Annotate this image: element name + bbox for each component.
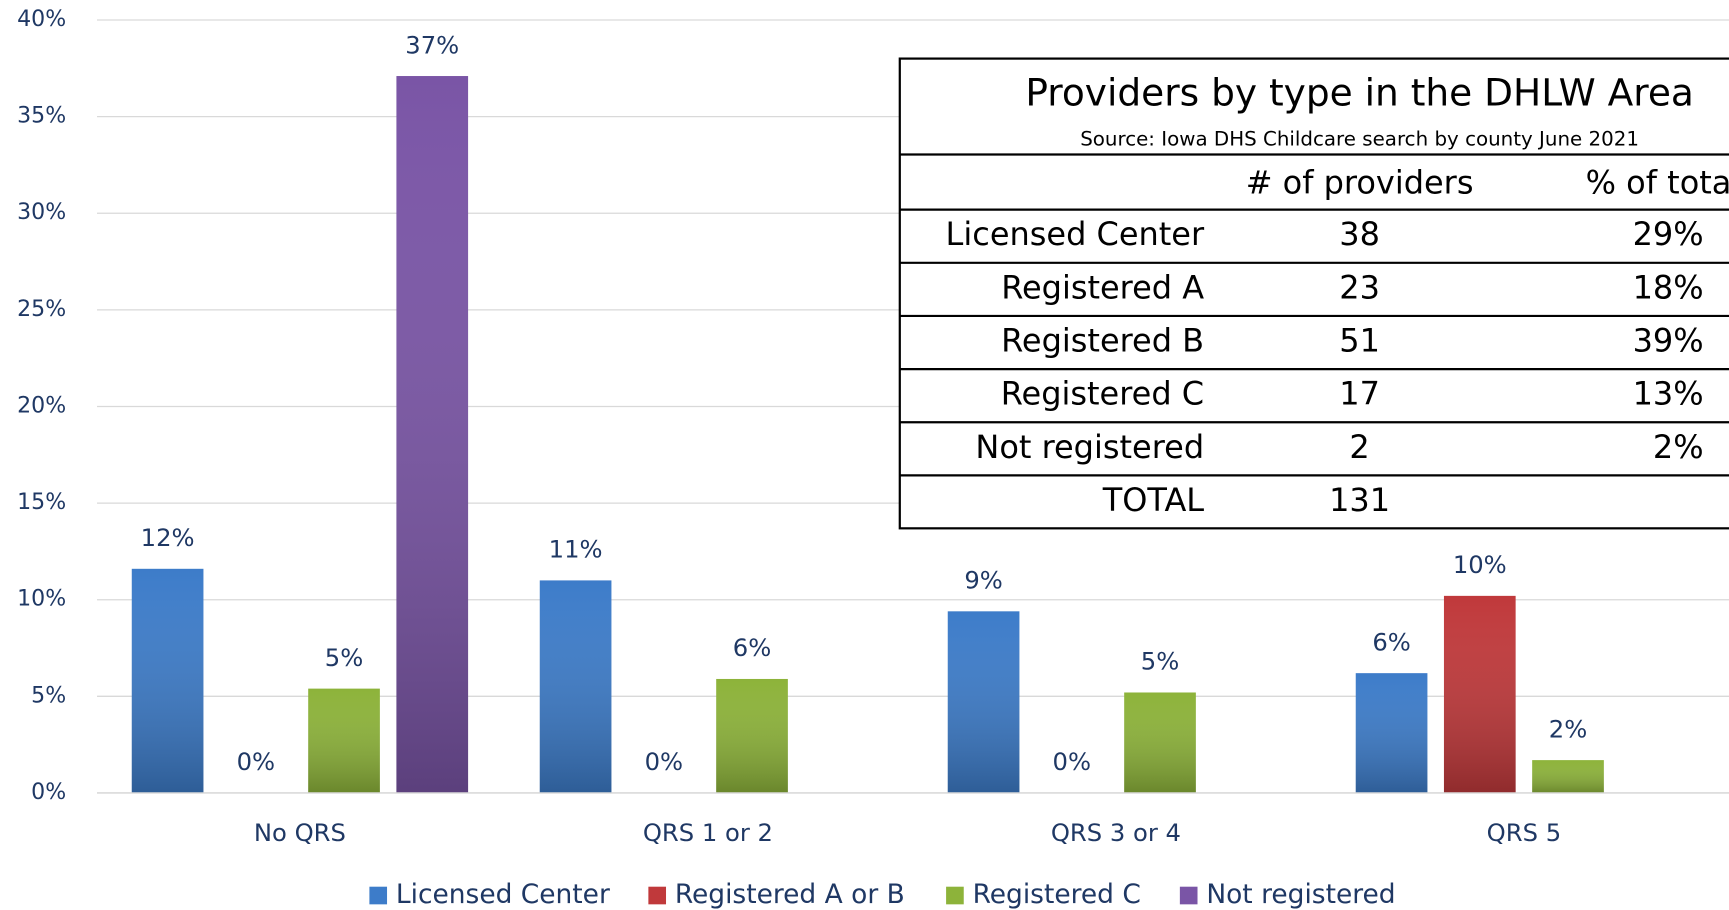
data-label: 9% <box>964 566 1002 595</box>
bar-shade <box>396 76 469 793</box>
data-label: 2% <box>1549 714 1587 743</box>
table-cell: 51 <box>1339 322 1380 360</box>
legend-label: Registered C <box>973 879 1141 910</box>
table-cell: 2 <box>1349 428 1369 466</box>
bar-shade <box>716 678 788 793</box>
bar-shade <box>1532 760 1604 793</box>
bar-shade <box>1443 595 1516 793</box>
bar-shade <box>1355 673 1428 793</box>
data-label: 0% <box>237 747 275 776</box>
y-tick-label: 35% <box>17 104 66 129</box>
y-tick-label: 0% <box>31 780 66 805</box>
bar-shade <box>308 688 380 793</box>
x-tick-label: QRS 3 or 4 <box>1051 818 1181 847</box>
data-label: 5% <box>325 643 363 672</box>
data-label: 5% <box>1141 647 1179 676</box>
table-cell: Registered C <box>1001 375 1204 413</box>
bar-shade <box>1124 692 1196 793</box>
data-label: 0% <box>1053 747 1091 776</box>
data-label: 0% <box>645 747 683 776</box>
data-label: 6% <box>1372 627 1410 656</box>
table-cell: 2% <box>1653 428 1704 466</box>
x-tick-label: No QRS <box>254 818 346 847</box>
bar-shade <box>947 611 1020 793</box>
table-cell: 38 <box>1339 215 1380 253</box>
legend-label: Licensed Center <box>396 879 610 910</box>
table-cell: 29% <box>1633 215 1704 253</box>
table-cell: 131 <box>1329 481 1390 519</box>
x-tick-label: QRS 1 or 2 <box>643 818 773 847</box>
table-cell: TOTAL <box>1102 481 1205 519</box>
table-header: # of providers <box>1246 163 1474 201</box>
x-tick-label: QRS 5 <box>1487 818 1561 847</box>
table-cell: 17 <box>1339 375 1380 413</box>
bar-shade <box>131 568 204 793</box>
table-title: Providers by type in the DHLW Area <box>1025 70 1694 114</box>
y-tick-label: 5% <box>31 683 66 708</box>
table-cell: Registered B <box>1001 322 1204 360</box>
table-cell: Registered A <box>1001 268 1204 306</box>
table-cell: Licensed Center <box>946 215 1205 253</box>
data-label: 6% <box>733 633 771 662</box>
legend-label: Registered A or B <box>675 879 905 910</box>
table-header: % of total <box>1586 163 1729 201</box>
legend-swatch <box>648 886 667 905</box>
table: Providers by type in the DHLW Area Sourc… <box>898 57 1729 530</box>
y-tick-label: 10% <box>17 587 66 612</box>
bar-shade <box>539 580 612 793</box>
legend-swatch <box>946 886 964 905</box>
data-label: 11% <box>549 535 603 564</box>
plot: 0%5%10%15%20%25%30%35%40%No QRS12%0%5%37… <box>17 7 1729 910</box>
legend-swatch <box>1179 886 1198 905</box>
y-tick-label: 25% <box>17 297 66 322</box>
y-tick-label: 20% <box>17 393 66 418</box>
legend-label: Not registered <box>1206 879 1395 910</box>
y-tick-label: 30% <box>17 200 66 225</box>
data-label: 37% <box>405 30 459 59</box>
y-tick-label: 40% <box>17 7 66 32</box>
data-label: 12% <box>141 523 195 552</box>
table-cell: Not registered <box>975 428 1204 466</box>
data-label: 10% <box>1453 550 1507 579</box>
y-tick-label: 15% <box>17 490 66 515</box>
table-cell: 18% <box>1633 268 1704 306</box>
table-cell: 13% <box>1633 375 1704 413</box>
table-cell: 39% <box>1633 322 1704 360</box>
table-subtitle: Source: Iowa DHS Childcare search by cou… <box>1080 128 1639 151</box>
legend-swatch <box>369 886 388 905</box>
table-cell: 23 <box>1339 268 1380 306</box>
table-box <box>898 57 1729 530</box>
